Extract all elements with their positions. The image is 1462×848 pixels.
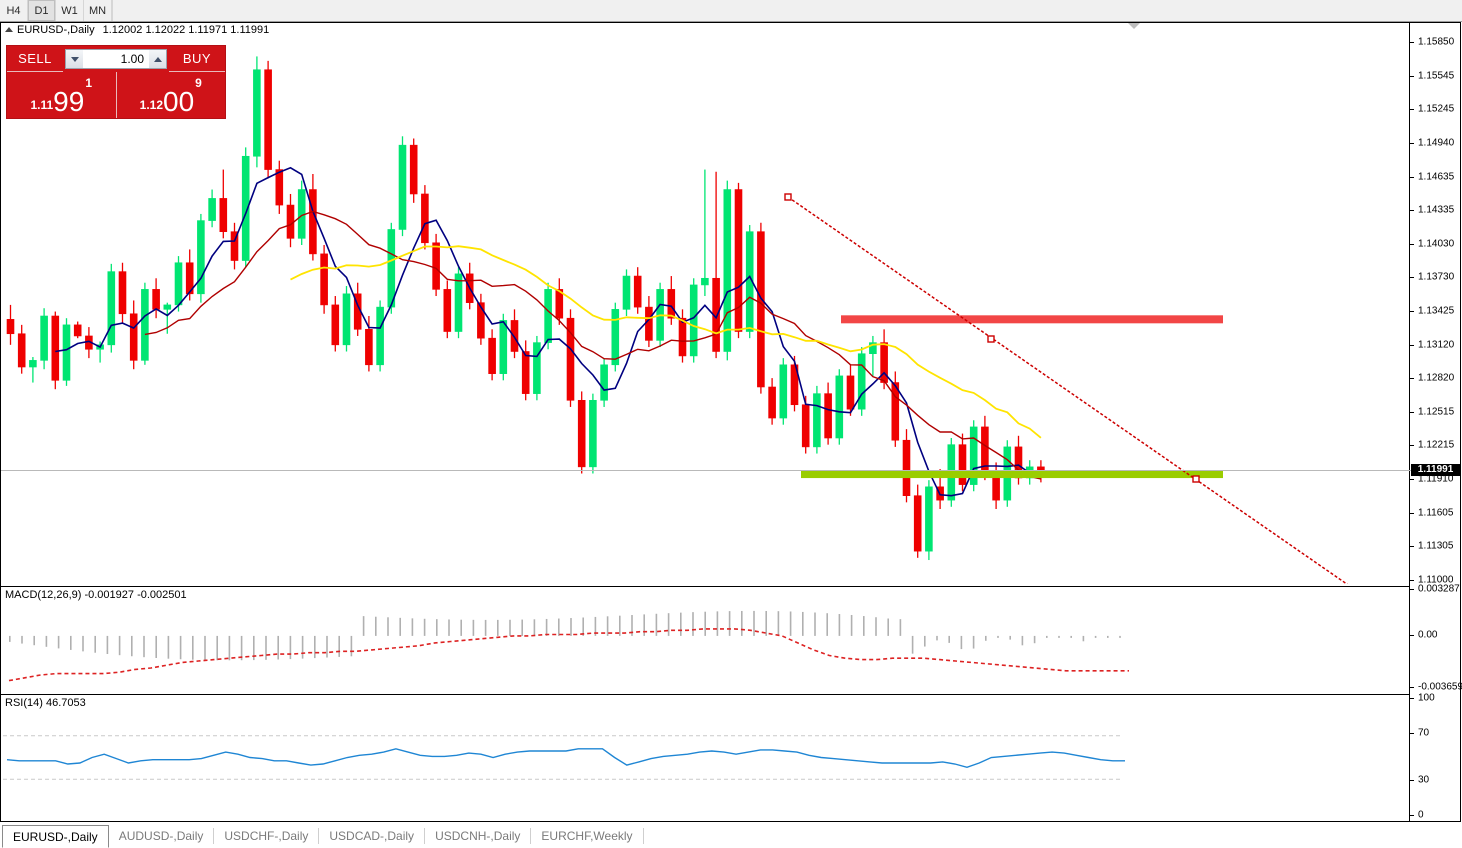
chart-ohlc-values: 1.12002 1.12022 1.11971 1.11991 bbox=[102, 24, 270, 36]
timeframe-d1[interactable]: D1 bbox=[28, 0, 56, 21]
timeframe-toolbar: H4 D1 W1 MN bbox=[0, 0, 1462, 22]
price-tick-label: 1.14635 bbox=[1418, 171, 1455, 183]
price-tick bbox=[1410, 176, 1414, 178]
price-tick bbox=[1410, 445, 1414, 447]
rsi-label: RSI(14) 46.7053 bbox=[5, 697, 86, 709]
rsi-chart-svg bbox=[3, 735, 1125, 780]
symbol-tab-2[interactable]: USDCHF-,Daily bbox=[214, 828, 320, 844]
price-tick-label: 1.11605 bbox=[1418, 507, 1454, 519]
price-tick bbox=[1410, 75, 1414, 77]
rsi-tick bbox=[1410, 698, 1414, 699]
buy-price-small: 1.12 bbox=[139, 98, 163, 112]
macd-chart-svg bbox=[8, 610, 1129, 682]
price-pane[interactable] bbox=[1, 38, 1411, 584]
sell-price[interactable]: 1.11 99 1 bbox=[7, 72, 116, 118]
price-tick-label: 1.15545 bbox=[1418, 70, 1455, 82]
price-tick-label: 1.12215 bbox=[1418, 439, 1455, 451]
price-tick bbox=[1410, 109, 1414, 111]
rsi-tick bbox=[1410, 779, 1414, 781]
current-price-badge: 1.11991 bbox=[1411, 464, 1460, 477]
price-tick bbox=[1410, 580, 1414, 581]
price-tick bbox=[1410, 142, 1414, 144]
one-click-trading-panel[interactable]: SELL 1.00 BUY 1.11 99 1 1.12 00 9 bbox=[6, 45, 226, 119]
price-tick bbox=[1410, 277, 1414, 279]
price-tick-label: 1.12515 bbox=[1418, 406, 1455, 418]
price-tick-label: 1.13730 bbox=[1418, 271, 1455, 283]
volume-increase-button[interactable] bbox=[149, 50, 166, 68]
volume-stepper[interactable]: 1.00 bbox=[65, 49, 167, 69]
chart-window: EURUSD-,Daily 1.12002 1.12022 1.11971 1.1… bbox=[0, 22, 1462, 836]
macd-label: MACD(12,26,9) -0.001927 -0.002501 bbox=[5, 589, 187, 601]
price-scale[interactable]: 1.15850 1.15545 1.15245 1.14940 1.14635 1.143… bbox=[1409, 23, 1462, 821]
timeframe-mn[interactable]: MN bbox=[84, 0, 112, 21]
rsi-tick bbox=[1410, 815, 1414, 816]
price-tick bbox=[1410, 546, 1414, 548]
price-tick-label: 1.15850 bbox=[1418, 36, 1455, 48]
macd-tick-label: 0.00 bbox=[1418, 629, 1438, 641]
macd-tick-label: 0.003287 bbox=[1418, 583, 1460, 595]
macd-pane[interactable]: MACD(12,26,9) -0.001927 -0.002501 bbox=[1, 586, 1411, 693]
price-tick-label: 1.14940 bbox=[1418, 137, 1455, 149]
symbol-tab-bar[interactable]: EURUSD-,Daily AUDUSD-,Daily USDCHF-,Daily U… bbox=[0, 824, 1462, 848]
price-tick bbox=[1410, 378, 1414, 380]
rsi-tick-label: 100 bbox=[1418, 692, 1435, 704]
buy-price-sup: 9 bbox=[195, 76, 202, 90]
sell-price-big: 99 bbox=[53, 86, 85, 118]
volume-input[interactable]: 1.00 bbox=[83, 50, 149, 68]
chart-top-marker-icon bbox=[1128, 23, 1140, 29]
price-tick bbox=[1410, 311, 1414, 312]
chart-symbol-label: EURUSD-,Daily bbox=[17, 24, 95, 36]
price-tick bbox=[1410, 210, 1414, 212]
collapse-triangle-icon[interactable] bbox=[5, 27, 13, 32]
symbol-tab-5[interactable]: EURCHF,Weekly bbox=[531, 828, 644, 844]
price-tick-label: 1.13120 bbox=[1418, 339, 1455, 351]
price-tick-label: 1.12820 bbox=[1418, 372, 1455, 384]
price-tick bbox=[1410, 42, 1414, 43]
price-tick-label: 1.11305 bbox=[1418, 540, 1454, 552]
rsi-tick-label: 30 bbox=[1418, 774, 1430, 786]
price-chart-svg bbox=[6, 56, 1349, 584]
price-tick-label: 1.11000 bbox=[1418, 574, 1454, 586]
price-tick bbox=[1410, 344, 1414, 346]
rsi-tick bbox=[1410, 733, 1414, 735]
chevron-down-icon bbox=[70, 56, 79, 62]
price-tick-label: 1.11910 bbox=[1418, 473, 1454, 485]
rsi-tick-label: 0 bbox=[1418, 809, 1424, 821]
price-tick-label: 1.14030 bbox=[1418, 238, 1455, 250]
price-tick-label: 1.14335 bbox=[1418, 204, 1455, 216]
sell-price-sup: 1 bbox=[85, 76, 93, 90]
price-tick bbox=[1410, 411, 1414, 413]
buy-button[interactable]: BUY bbox=[169, 46, 225, 72]
chevron-up-icon bbox=[153, 56, 162, 62]
timeframe-h4[interactable]: H4 bbox=[0, 0, 28, 21]
price-tick bbox=[1410, 512, 1414, 514]
symbol-tab-1[interactable]: AUDUSD-,Daily bbox=[109, 828, 215, 844]
buy-price-big: 00 bbox=[163, 86, 195, 118]
current-price-line bbox=[1, 470, 1411, 472]
price-tick bbox=[1410, 479, 1414, 481]
price-tick bbox=[1410, 243, 1414, 245]
sell-button[interactable]: SELL bbox=[7, 46, 63, 72]
quote-line: EURUSD-,Daily 1.12002 1.12022 1.11971 1.1… bbox=[1, 23, 1460, 38]
symbol-tab-3[interactable]: USDCAD-,Daily bbox=[319, 828, 426, 844]
symbol-tab-4[interactable]: USDCNH-,Daily bbox=[425, 828, 532, 844]
macd-tick bbox=[1410, 589, 1414, 590]
buy-price[interactable]: 1.12 00 9 bbox=[115, 72, 226, 118]
symbol-tab-0[interactable]: EURUSD-,Daily bbox=[2, 825, 109, 848]
timeframe-w1[interactable]: W1 bbox=[56, 0, 84, 21]
volume-decrease-button[interactable] bbox=[66, 50, 83, 68]
price-tick-label: 1.13425 bbox=[1418, 305, 1455, 317]
macd-tick bbox=[1410, 635, 1414, 637]
macd-tick bbox=[1410, 687, 1414, 688]
price-tick-label: 1.15245 bbox=[1418, 103, 1455, 115]
toolbar-empty-area bbox=[112, 0, 1462, 21]
rsi-pane[interactable]: RSI(14) 46.7053 bbox=[1, 694, 1411, 821]
rsi-tick-label: 70 bbox=[1418, 727, 1430, 739]
sell-price-small: 1.11 bbox=[30, 98, 54, 112]
macd-tick-label: -0.003659 bbox=[1418, 681, 1462, 693]
